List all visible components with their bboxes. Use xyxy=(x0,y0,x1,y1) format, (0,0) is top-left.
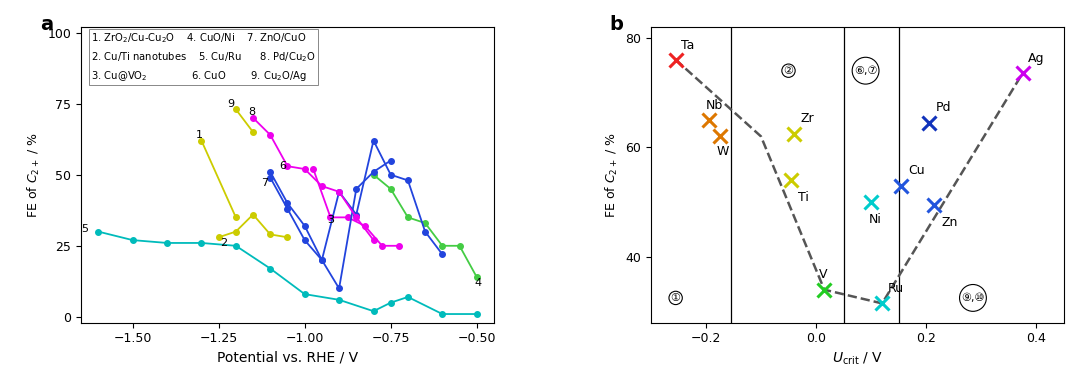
Text: Zn: Zn xyxy=(941,216,957,229)
Text: Ru: Ru xyxy=(888,282,904,295)
Text: 4: 4 xyxy=(475,278,482,288)
Text: 3: 3 xyxy=(327,215,334,225)
Text: 7: 7 xyxy=(261,178,269,188)
Y-axis label: FE of $C_{2+}$ / %: FE of $C_{2+}$ / % xyxy=(26,132,42,218)
Text: Ni: Ni xyxy=(868,213,881,226)
Text: ⑨,⑩: ⑨,⑩ xyxy=(961,293,985,303)
Text: Ag: Ag xyxy=(1028,52,1044,65)
Text: Ti: Ti xyxy=(798,191,809,204)
Text: 1. ZrO$_2$/Cu-Cu$_2$O    4. CuO/Ni    7. ZnO/CuO
2. Cu/Ti nanotubes    5. Cu/Ru : 1. ZrO$_2$/Cu-Cu$_2$O 4. CuO/Ni 7. ZnO/C… xyxy=(92,31,316,83)
X-axis label: $U_\mathrm{crit}$ / V: $U_\mathrm{crit}$ / V xyxy=(832,351,883,367)
Text: 6: 6 xyxy=(279,161,286,171)
Text: W: W xyxy=(717,145,729,157)
Text: a: a xyxy=(40,15,53,34)
Text: 8: 8 xyxy=(247,107,255,117)
Text: Cu: Cu xyxy=(908,164,924,177)
Text: 1: 1 xyxy=(197,130,203,140)
Text: Ta: Ta xyxy=(681,38,694,51)
Text: 9: 9 xyxy=(227,99,234,109)
Text: ②: ② xyxy=(783,66,794,76)
Text: 5: 5 xyxy=(81,224,87,234)
Text: V: V xyxy=(819,268,827,281)
Text: ⑥,⑦: ⑥,⑦ xyxy=(854,66,877,76)
Text: Zr: Zr xyxy=(800,113,814,126)
Text: b: b xyxy=(609,15,623,34)
X-axis label: Potential vs. RHE / V: Potential vs. RHE / V xyxy=(217,351,359,365)
Text: Nb: Nb xyxy=(706,99,724,112)
Y-axis label: FE of $C_{2+}$ / %: FE of $C_{2+}$ / % xyxy=(604,132,620,218)
Text: ①: ① xyxy=(671,293,680,303)
Text: Pd: Pd xyxy=(935,101,951,114)
Text: 2: 2 xyxy=(220,238,228,248)
